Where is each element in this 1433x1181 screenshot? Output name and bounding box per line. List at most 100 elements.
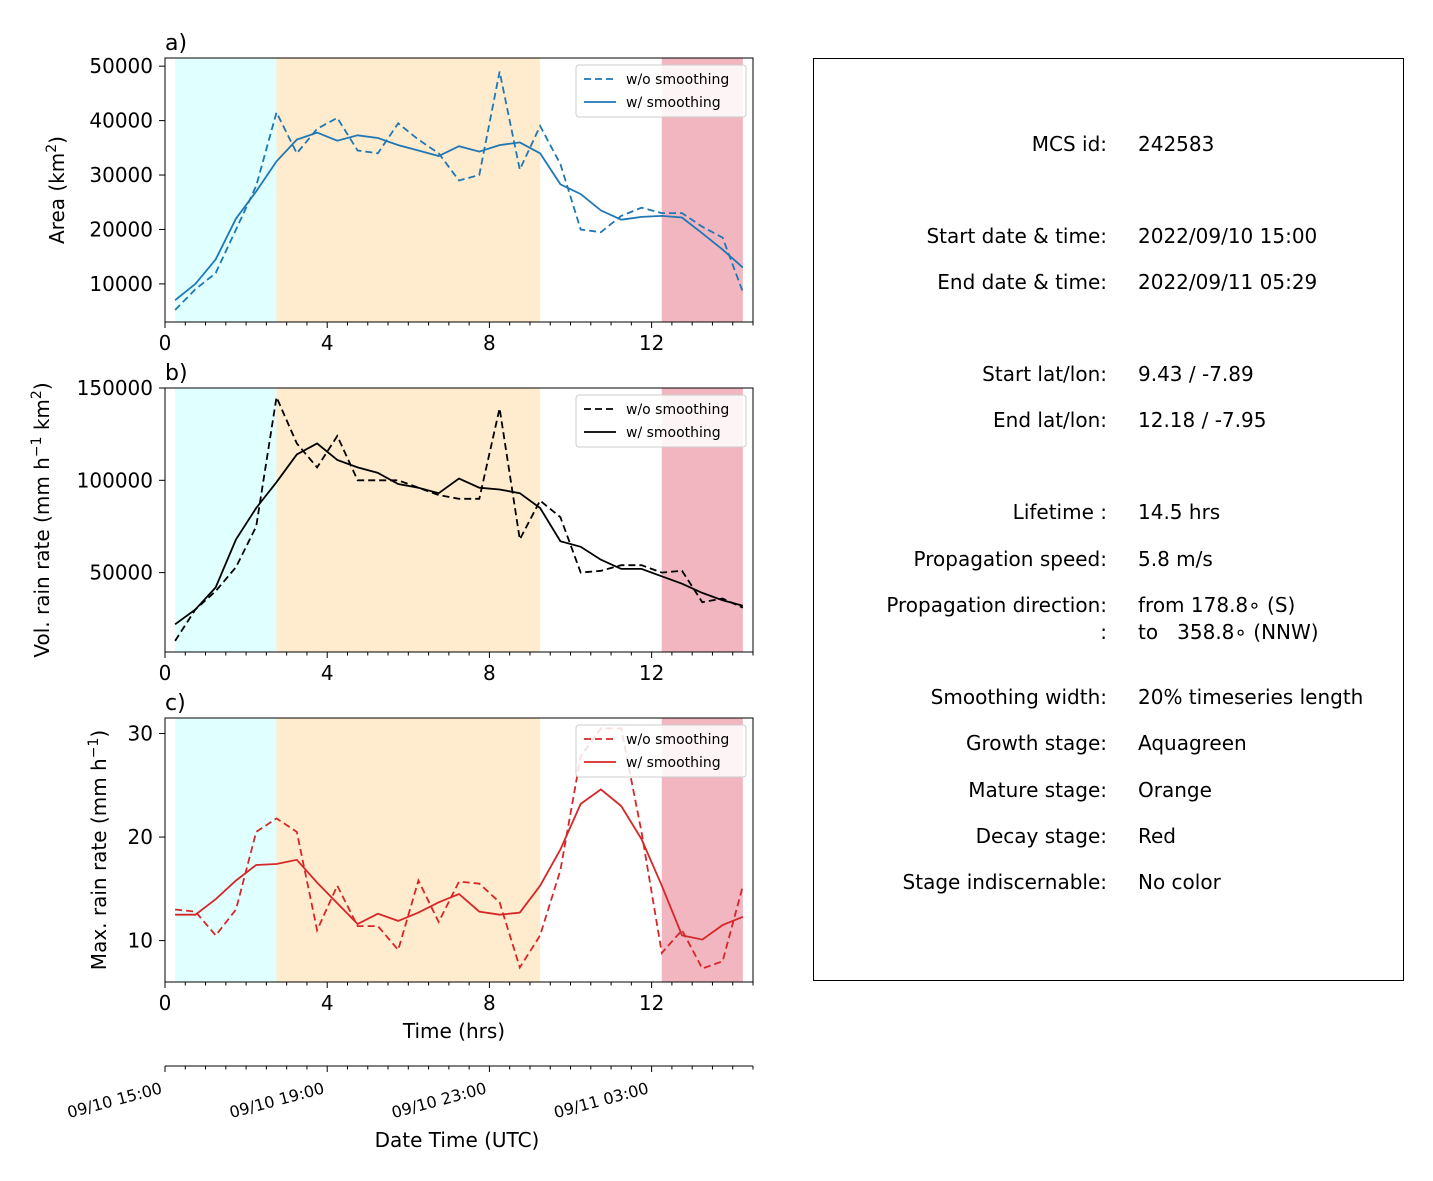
info-row-propagation-direction: Propagation direction: from 178.8∘ (S) [814, 593, 1403, 617]
info-row-lifetime: Lifetime : 14.5 hrs [814, 500, 1403, 524]
series-line-smoothed [174, 131, 744, 301]
y-tick-label: 20 [128, 825, 153, 849]
stage-band-growth [175, 388, 277, 652]
info-label: Propagation direction: [886, 593, 1107, 617]
info-value: No color [1138, 870, 1221, 894]
y-tick-label: 10000 [89, 272, 153, 296]
legend-label: w/ smoothing [626, 95, 721, 111]
stage-band-mature [276, 388, 541, 652]
info-label: Mature stage: [968, 778, 1107, 802]
x-tick-label: 12 [639, 661, 664, 685]
info-label: Decay stage: [975, 824, 1107, 848]
series-line-smoothed [174, 442, 744, 626]
info-value: 2022/09/10 15:00 [1138, 224, 1318, 248]
x-tick-label: 0 [159, 661, 172, 685]
y-axis-label: Area (km2) [44, 136, 69, 244]
info-value: 14.5 hrs [1138, 500, 1221, 524]
date-tick-label: 09/10 23:00 [390, 1079, 489, 1123]
info-label: Lifetime : [1012, 500, 1107, 524]
legend-label: w/o smoothing [626, 402, 729, 418]
info-value: to 358.8∘ (NNW) [1138, 620, 1319, 644]
info-row-stage-indiscernable: Stage indiscernable: No color [814, 870, 1403, 894]
info-row-decay-stage: Decay stage: Red [814, 824, 1403, 848]
info-row-start-latlon: Start lat/lon: 9.43 / -7.89 [814, 362, 1403, 386]
legend-box [575, 394, 747, 448]
legend-label: w/o smoothing [626, 732, 729, 748]
y-tick-label: 30000 [89, 163, 153, 187]
stage-band-growth [175, 58, 277, 322]
info-label: MCS id: [1031, 132, 1107, 156]
info-label: End date & time: [937, 270, 1107, 294]
legend-box [575, 64, 747, 118]
info-label: Propagation speed: [913, 547, 1107, 571]
legend: w/o smoothing w/ smoothing [575, 394, 747, 448]
series-line-raw [174, 71, 744, 311]
info-label: End lat/lon: [993, 408, 1107, 432]
x-tick-label: 4 [321, 661, 334, 685]
y-tick-label: 30 [128, 722, 153, 746]
legend-box [575, 724, 747, 778]
info-value: 9.43 / -7.89 [1138, 362, 1254, 386]
y-tick-label: 50000 [89, 561, 153, 585]
axes-frame [164, 717, 754, 983]
date-axis-label: Date Time (UTC) [375, 1128, 540, 1152]
info-label: Growth stage: [965, 731, 1107, 755]
stage-band-growth [175, 718, 277, 982]
legend: w/o smoothing w/ smoothing [575, 64, 747, 118]
date-tick-label: 09/10 19:00 [227, 1079, 326, 1123]
date-time-axis: 09/10 15:00 09/10 19:00 09/10 23:00 09/11 0… [65, 1065, 754, 1152]
y-tick-label: 20000 [89, 217, 153, 241]
mcs-info-panel: MCS id: 242583 Start date & time: 2022/0… [813, 58, 1404, 981]
info-value: 242583 [1138, 132, 1215, 156]
axes-frame [164, 57, 754, 323]
info-row-start-time: Start date & time: 2022/09/10 15:00 [814, 224, 1403, 248]
x-tick-label: 8 [483, 991, 496, 1015]
x-tick-label: 8 [483, 661, 496, 685]
info-row-end-time: End date & time: 2022/09/11 05:29 [814, 270, 1403, 294]
y-tick-label: 100000 [77, 468, 153, 492]
info-value: Orange [1138, 778, 1212, 802]
legend: w/o smoothing w/ smoothing [575, 724, 747, 778]
legend-label: w/o smoothing [626, 72, 729, 88]
y-axis-label: Vol. rain rate (mm h−1 km2) [29, 382, 54, 657]
info-value: 20% timeseries length [1138, 685, 1364, 709]
info-row-end-latlon: End lat/lon: 12.18 / -7.95 [814, 408, 1403, 432]
x-tick-label: 12 [639, 991, 664, 1015]
chart-panel-c: 0 4 8 12 10 20 30 c) Max. rain rate (mm h−1) Time… [86, 691, 754, 1043]
info-row-mature-stage: Mature stage: Orange [814, 778, 1403, 802]
info-row-propagation-speed: Propagation speed: 5.8 m/s [814, 547, 1403, 571]
panel-label: c) [165, 691, 186, 716]
chart-panel-b: 0 4 8 12 50000 100000 150000 b) Vol. rain rate (… [29, 361, 754, 685]
x-tick-label: 0 [159, 991, 172, 1015]
y-tick-label: 150000 [77, 376, 153, 400]
info-value: 12.18 / -7.95 [1138, 408, 1267, 432]
y-tick-label: 50000 [89, 54, 153, 78]
y-tick-label: 10 [128, 929, 153, 953]
info-row-growth-stage: Growth stage: Aquagreen [814, 731, 1403, 755]
series-line-smoothed [175, 788, 744, 941]
panel-label: b) [165, 361, 188, 386]
date-tick-label: 09/10 15:00 [65, 1079, 164, 1123]
x-axis-label: Time (hrs) [402, 1019, 505, 1043]
info-label: Start date & time: [926, 224, 1107, 248]
legend-label: w/ smoothing [626, 425, 721, 441]
date-tick-label: 09/11 03:00 [552, 1079, 651, 1123]
info-value: 5.8 m/s [1138, 547, 1213, 571]
info-row-smoothing-width: Smoothing width: 20% timeseries length [814, 685, 1403, 709]
stage-band-mature [276, 58, 541, 322]
stage-band-mature [276, 718, 541, 982]
y-axis-label: Max. rain rate (mm h−1) [86, 730, 111, 970]
info-label: Smoothing width: [930, 685, 1107, 709]
info-label: Stage indiscernable: [902, 870, 1107, 894]
info-label: Start lat/lon: [982, 362, 1107, 386]
axes-frame [164, 387, 754, 653]
info-value: from 178.8∘ (S) [1138, 593, 1296, 617]
info-value: 2022/09/11 05:29 [1138, 270, 1318, 294]
info-value: Aquagreen [1138, 731, 1247, 755]
series-line-raw [174, 394, 744, 642]
series-line-raw [175, 727, 744, 970]
legend-label: w/ smoothing [626, 755, 721, 771]
panel-label: a) [165, 31, 187, 56]
x-tick-label: 4 [321, 331, 334, 355]
